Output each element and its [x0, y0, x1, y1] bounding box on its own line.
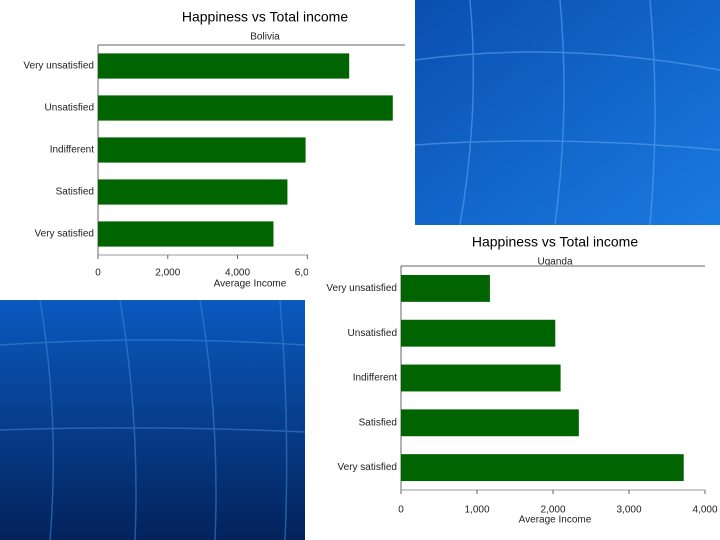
y-tick-label: Indifferent: [50, 145, 95, 156]
chart: Happiness vs Total income Uganda 0 1,000 2,0…: [308, 228, 720, 540]
x-tick-label: 4,000: [225, 268, 250, 279]
x-tick-label: 0: [95, 268, 101, 279]
y-tick-label: Satisfied: [359, 417, 397, 428]
deco-bottom-left: [0, 299, 306, 540]
x-tick-label: 6,000: [295, 268, 320, 279]
x-tick-label: 4,000: [692, 505, 717, 516]
y-tick-label: Unsatisfied: [348, 328, 397, 339]
x-tick-label: 2,000: [540, 505, 565, 516]
chart-title: Happiness vs Total income: [182, 9, 348, 25]
bar: [401, 364, 561, 392]
x-axis-label: Average Income: [519, 515, 592, 526]
x-axis-label: Average Income: [214, 279, 287, 290]
y-tick-label: Satisfied: [56, 187, 94, 198]
chart-title: Happiness vs Total income: [472, 234, 638, 250]
y-tick-label: Very satisfied: [35, 229, 94, 240]
bar: [98, 137, 306, 163]
x-tick-label: 3,000: [616, 505, 641, 516]
chart-subtitle: Bolivia: [250, 32, 280, 43]
x-tick-label: 0: [398, 505, 404, 516]
bar: [401, 409, 579, 437]
bar: [98, 221, 274, 247]
x-tick-label: 2,000: [155, 268, 180, 279]
bar: [401, 319, 556, 347]
y-tick-label: Very unsatisfied: [326, 283, 397, 294]
y-tick-label: Unsatisfied: [45, 103, 94, 114]
bar: [98, 53, 350, 79]
chart: Happiness vs Total income Bolivia 0 2,000 4,…: [23, 9, 405, 290]
chart-subtitle: Uganda: [537, 257, 572, 268]
bar: [98, 179, 288, 205]
y-tick-label: Very unsatisfied: [23, 61, 94, 72]
deco-top-right: [414, 0, 720, 226]
x-tick-label: 1,000: [464, 505, 489, 516]
bar: [401, 274, 490, 302]
y-tick-label: Very satisfied: [338, 462, 397, 473]
y-tick-label: Indifferent: [353, 373, 398, 384]
bar: [401, 454, 684, 482]
bar: [98, 95, 393, 121]
